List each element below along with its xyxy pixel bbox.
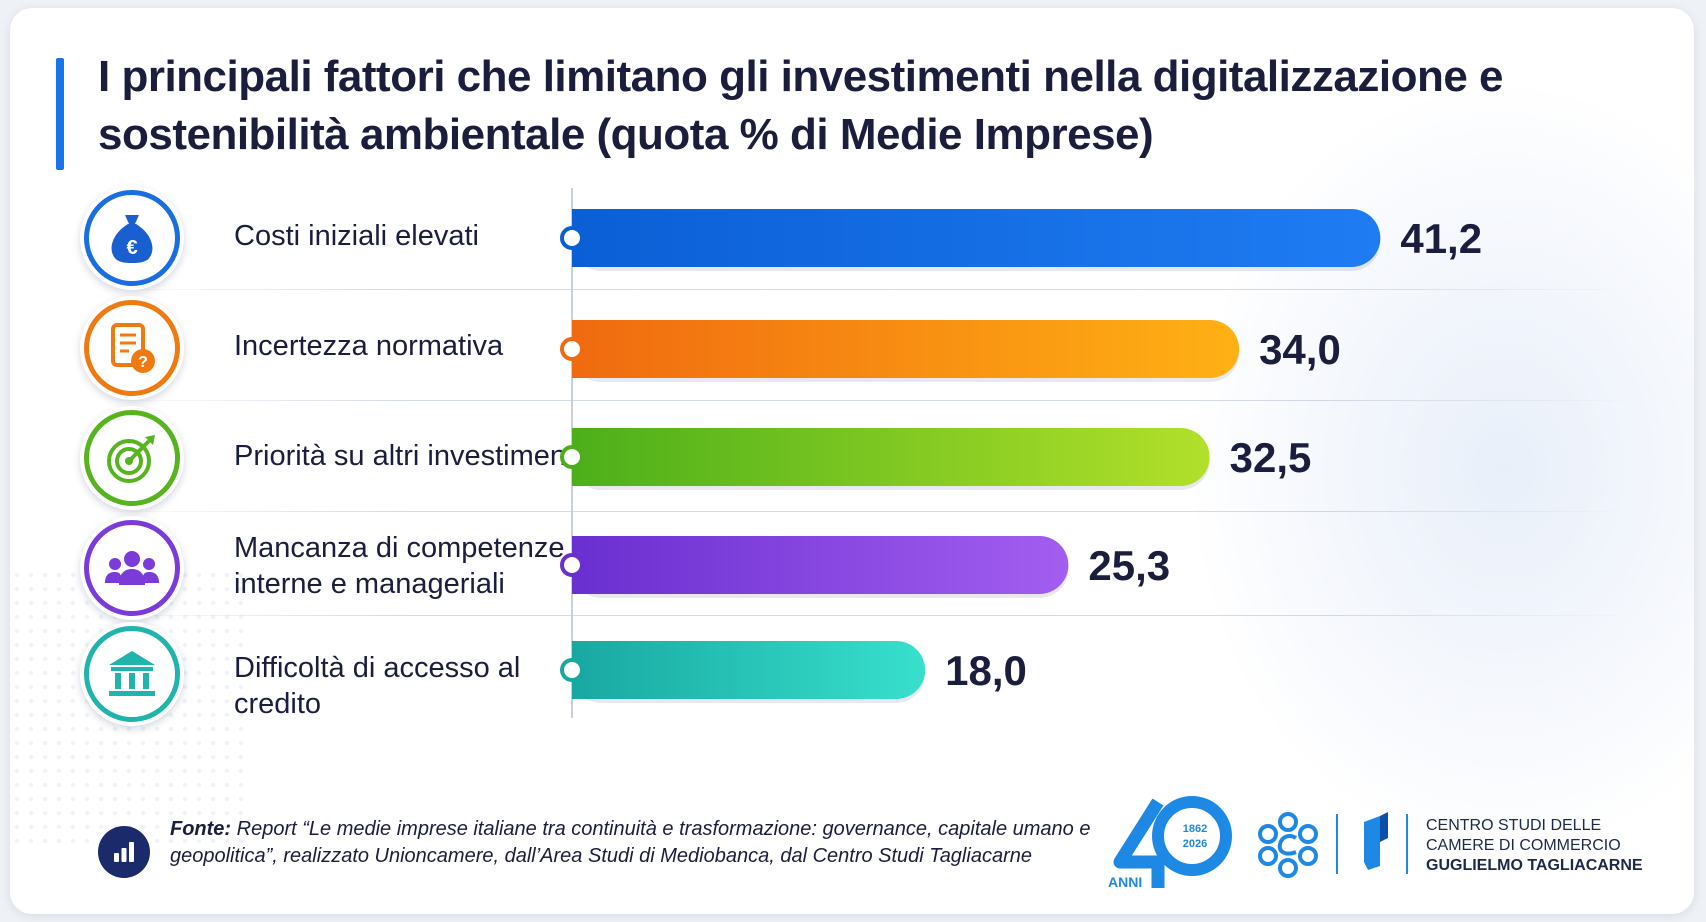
- anniversary-years: 1862 2026: [1182, 823, 1208, 850]
- row-separator: [100, 615, 1640, 616]
- anniversary-word: ANNI: [1108, 874, 1143, 890]
- row-separator: [100, 511, 1640, 512]
- people-group-icon: [105, 551, 159, 585]
- chamber-knot-logo: [1258, 812, 1318, 878]
- organization-name: CENTRO STUDI DELLE CAMERE DI COMMERCIO G…: [1426, 817, 1643, 874]
- bar-5: [572, 641, 926, 699]
- bar-3: [572, 428, 1210, 486]
- infographic-card: I principali fattori che limitano gli in…: [10, 8, 1694, 914]
- category-label: Priorità su altri investimenti: [234, 440, 581, 472]
- bar-value-label: 41,2: [1400, 215, 1482, 262]
- category-label: Costi iniziali elevati: [234, 220, 479, 252]
- bar-chart-icon: [98, 826, 150, 878]
- money-bag-euro-icon: €: [111, 215, 153, 263]
- row-separator: [100, 289, 1640, 290]
- bar-4: [572, 536, 1069, 594]
- target-arrow-icon: [107, 435, 155, 483]
- bar-origin-marker: [560, 658, 584, 682]
- bar-value-label: 25,3: [1088, 542, 1170, 589]
- row-icon-circle: [80, 622, 184, 726]
- logo-divider: [1336, 814, 1338, 874]
- bar-value-label: 32,5: [1230, 434, 1312, 481]
- row-icon-circle: [80, 516, 184, 620]
- source-note: Fonte: Report “Le medie imprese italiane…: [170, 818, 1091, 867]
- row-icon-circle: €: [80, 186, 184, 290]
- bar-origin-marker: [560, 337, 584, 361]
- bar-origin-marker: [560, 445, 584, 469]
- row-icon-circle: ?: [80, 296, 184, 400]
- bar-chart: 41,2 34,0 32,5 25,3 18,0: [560, 188, 1482, 718]
- row-icon-circle: [80, 406, 184, 510]
- anniversary-40-logo: [1113, 796, 1232, 888]
- svg-text:€: €: [126, 237, 137, 259]
- category-label: Mancanza di competenze interne e manager…: [234, 532, 565, 600]
- bar-1: [572, 209, 1381, 267]
- category-label: Incertezza normativa: [234, 330, 504, 362]
- tagliacarne-logo: [1364, 812, 1388, 870]
- row-separator: [100, 400, 1640, 401]
- document-question-icon: ?: [111, 323, 155, 373]
- svg-text:?: ?: [138, 354, 148, 371]
- bar-2: [572, 320, 1240, 378]
- bar-origin-marker: [560, 553, 584, 577]
- category-label: Difficoltà di accesso al credito: [234, 652, 521, 720]
- logo-divider: [1406, 814, 1408, 874]
- title-accent-bar: [56, 58, 64, 170]
- bar-value-label: 18,0: [945, 647, 1027, 694]
- bar-value-label: 34,0: [1259, 326, 1341, 373]
- chart-title: I principali fattori che limitano gli in…: [98, 52, 1503, 159]
- bar-origin-marker: [560, 226, 584, 250]
- bank-building-icon: [109, 651, 155, 696]
